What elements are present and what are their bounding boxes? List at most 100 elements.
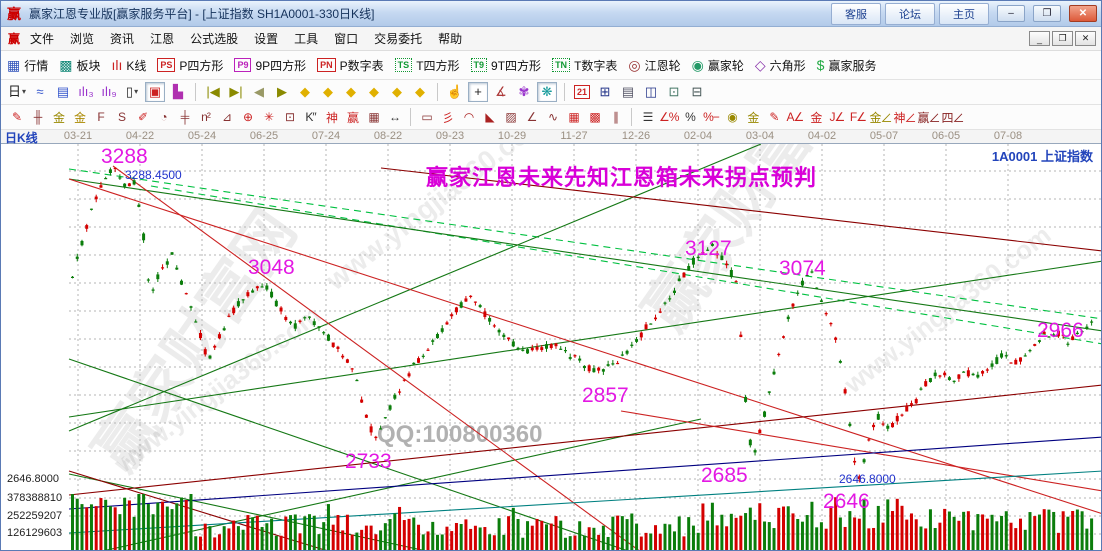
ma-9-button[interactable]: ılı₉ (99, 82, 119, 102)
ma-3-button[interactable]: ılı₃ (76, 82, 96, 102)
quick-button-0[interactable]: 客服 (831, 2, 881, 25)
sectors-button[interactable]: ▩ 板块 (59, 57, 100, 74)
angle-measure-button[interactable]: ∡ (491, 82, 511, 102)
marker-pen-button[interactable]: ✐ (133, 108, 152, 127)
square-of-nine-button[interactable]: n² (196, 108, 215, 127)
shrink-xy-button[interactable]: ◆ (410, 82, 430, 102)
time-cycle-button[interactable]: ◔ (154, 108, 173, 127)
histogram-button[interactable]: ▙ (168, 82, 188, 102)
gann-frame-button[interactable]: ▣ (145, 82, 165, 102)
time-ticks-button[interactable]: ╫ (28, 108, 47, 127)
percent-line-button[interactable]: %− (701, 108, 720, 127)
p-table-button[interactable]: PN P数字表 (317, 57, 384, 74)
k-measure-button[interactable]: K″ (301, 108, 320, 127)
f-angle-button[interactable]: F∠ (848, 108, 867, 127)
box-tool-button[interactable]: ▭ (417, 108, 436, 127)
kline-button[interactable]: ılı K线 (112, 57, 147, 74)
export-button[interactable]: ⊡ (664, 82, 684, 102)
ying-lines-button[interactable]: 赢 (343, 108, 362, 127)
brush-tool-button[interactable]: ✎ (7, 108, 26, 127)
menu-item-6[interactable]: 工具 (294, 32, 319, 46)
calculator-button[interactable]: ⊞ (595, 82, 615, 102)
minimize-button[interactable]: – (997, 5, 1025, 22)
menu-item-3[interactable]: 江恩 (150, 32, 175, 46)
gold-box-button[interactable]: 金 (806, 108, 825, 127)
parallel-lines-button[interactable]: ∥ (606, 108, 625, 127)
calendar-button[interactable]: 21 (572, 82, 592, 102)
wave-a-button[interactable]: A∠ (785, 108, 805, 127)
candle-style-button[interactable]: ▯ ▾ (122, 82, 142, 102)
fan-lines-button[interactable]: 彡 (438, 108, 457, 127)
gann-wheel-button[interactable]: ◎ 江恩轮 (628, 57, 680, 74)
t-square-button[interactable]: TS T四方形 (394, 57, 460, 74)
hand-tool-button[interactable]: ☝ (445, 82, 465, 102)
gold-line-button[interactable]: 金 (743, 108, 762, 127)
angle-fan-button[interactable]: ∠ (522, 108, 541, 127)
menu-item-7[interactable]: 窗口 (334, 32, 359, 46)
menu-item-0[interactable]: 文件 (30, 32, 55, 46)
fan-grid-button[interactable]: ◣ (480, 108, 499, 127)
p-square-button[interactable]: PS P四方形 (157, 57, 223, 74)
menu-item-4[interactable]: 公式选股 (190, 32, 239, 46)
menu-item-8[interactable]: 交易委托 (374, 32, 423, 46)
analysis-brain-button[interactable]: ❋ (537, 82, 557, 102)
star-compass-button[interactable]: ✳ (259, 108, 278, 127)
mdi-restore-button[interactable]: ❐ (1052, 31, 1073, 46)
quick-button-2[interactable]: 主页 (939, 2, 989, 25)
slope-percent-button[interactable]: ∠% (659, 108, 679, 127)
fib-levels-button[interactable]: F (91, 108, 110, 127)
first-bar-button[interactable]: |◀ (203, 82, 223, 102)
gold-band-button[interactable]: 金 (70, 108, 89, 127)
winner-wheel-button[interactable]: ◉ 赢家轮 (692, 57, 744, 74)
gold-circle-button[interactable]: ◉ (722, 108, 741, 127)
j-angle-button[interactable]: J∠ (827, 108, 846, 127)
last-bar-button[interactable]: ▶| (226, 82, 246, 102)
arc-tool-button[interactable]: ◠ (459, 108, 478, 127)
chart-pattern-button[interactable]: ≈ (30, 82, 50, 102)
restore-button[interactable]: ❐ (1033, 5, 1061, 22)
circle-cross-button[interactable]: ⊕ (238, 108, 257, 127)
shade-grid-button[interactable]: ▨ (501, 108, 520, 127)
menu-item-2[interactable]: 资讯 (110, 32, 135, 46)
price-bars-button[interactable]: ☰ (638, 108, 657, 127)
menu-item-1[interactable]: 浏览 (70, 32, 95, 46)
wave-tool-button[interactable]: ∿ (543, 108, 562, 127)
mdi-close-button[interactable]: ✕ (1075, 31, 1096, 46)
pan-left-button[interactable]: ◆ (295, 82, 315, 102)
gann-tools-button[interactable]: ✾ (514, 82, 534, 102)
percent-button[interactable]: % (680, 108, 699, 127)
save-button[interactable]: ◫ (641, 82, 661, 102)
width-measure-button[interactable]: ↔ (385, 108, 404, 127)
crosshair-button[interactable]: + (468, 82, 488, 102)
red-grid-button[interactable]: ▦ (564, 108, 583, 127)
price-ticks-button[interactable]: ╪ (175, 108, 194, 127)
ying-angle-button[interactable]: 赢∠ (917, 108, 940, 127)
expand-xy-button[interactable]: ◆ (387, 82, 407, 102)
expand-x-button[interactable]: ◆ (341, 82, 361, 102)
spiral-button[interactable]: S (112, 108, 131, 127)
hexagon-button[interactable]: ◇ 六角形 (755, 57, 806, 74)
prev-bar-button[interactable]: ◀ (249, 82, 269, 102)
pan-right-button[interactable]: ◆ (318, 82, 338, 102)
notepad-button[interactable]: ▤ (618, 82, 638, 102)
9t-square-button[interactable]: T9 9T四方形 (470, 57, 541, 74)
shen-angle-button[interactable]: 神∠ (893, 108, 916, 127)
angle-ruler-button[interactable]: ⊿ (217, 108, 236, 127)
kline-canvas[interactable] (1, 144, 1101, 550)
dense-grid-button[interactable]: ▩ (585, 108, 604, 127)
grid-target-button[interactable]: ⊡ (280, 108, 299, 127)
winner-service-button[interactable]: $ 赢家服务 (817, 57, 877, 74)
close-button[interactable]: ✕ (1069, 5, 1097, 22)
chart-area[interactable]: 赢家江恩未来先知江恩箱未来拐点预判 1A0001 上证指数 QQ:1008003… (1, 144, 1101, 550)
shen-lines-button[interactable]: 神 (322, 108, 341, 127)
print-button[interactable]: ⊟ (687, 82, 707, 102)
grid-numbers-button[interactable]: ▦ (364, 108, 383, 127)
shrink-x-button[interactable]: ◆ (364, 82, 384, 102)
notes-button[interactable]: ▤ (53, 82, 73, 102)
t-table-button[interactable]: TN T数字表 (552, 57, 617, 74)
menu-item-9[interactable]: 帮助 (438, 32, 463, 46)
gold-ratio-button[interactable]: 金 (49, 108, 68, 127)
four-angle-button[interactable]: 四∠ (941, 108, 964, 127)
next-bar-button[interactable]: ▶ (272, 82, 292, 102)
candle-brush-button[interactable]: ✎ (764, 108, 783, 127)
